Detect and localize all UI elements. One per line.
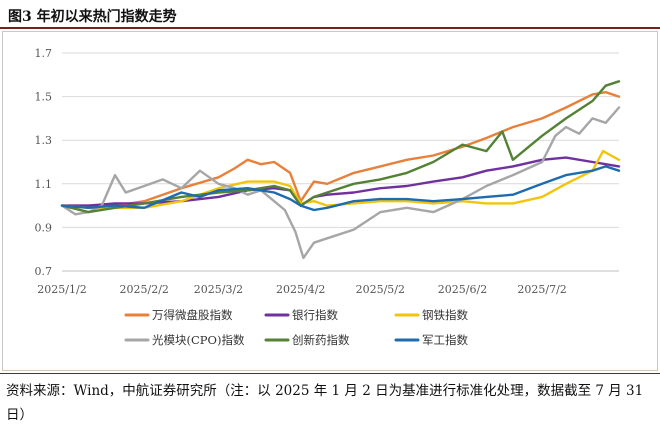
series-line <box>60 91 621 207</box>
x-tick-label: 2025/2/2 <box>120 283 169 296</box>
axes: 0.7 0.9 1.1 1.3 1.5 1.7 2025/1/2 2025/2/2 2025/3… <box>35 47 619 296</box>
series-line <box>60 106 621 260</box>
x-tick-label: 2025/5/2 <box>356 283 405 296</box>
y-tick-label: 0.9 <box>35 221 53 234</box>
series-line <box>60 165 621 212</box>
legend-label: 军工指数 <box>422 333 468 347</box>
series-lines <box>60 80 621 260</box>
source-rule <box>0 373 660 374</box>
y-tick-label: 1.7 <box>35 47 53 60</box>
x-tick-label: 2025/3/2 <box>194 283 243 296</box>
series-line <box>60 80 621 214</box>
title-rule <box>0 27 660 29</box>
chart-area: 0.7 0.9 1.1 1.3 1.5 1.7 2025/1/2 2025/2/2 2025/3… <box>2 31 658 371</box>
series-line <box>60 149 621 209</box>
legend-label: 创新药指数 <box>292 333 350 347</box>
x-tick-label: 2025/4/2 <box>276 283 325 296</box>
y-tick-label: 0.7 <box>35 265 53 278</box>
x-tick-label: 2025/6/2 <box>438 283 487 296</box>
line-chart: 0.7 0.9 1.1 1.3 1.5 1.7 2025/1/2 2025/2/2 2025/3… <box>2 31 658 371</box>
legend-label: 万得微盘股指数 <box>152 308 233 322</box>
legend-label: 钢铁指数 <box>422 308 468 322</box>
figure-title: 图3 年初以来热门指数走势 <box>8 9 177 25</box>
y-tick-label: 1.5 <box>35 91 53 104</box>
y-tick-label: 1.3 <box>35 134 53 147</box>
x-tick-label: 2025/7/2 <box>517 283 566 296</box>
legend-label: 银行指数 <box>292 308 338 322</box>
source-note: 资料来源：Wind，中航证券研究所（注：以 2025 年 1 月 2 日为基准进… <box>6 383 644 423</box>
legend-label: 光模块(CPO)指数 <box>152 333 245 347</box>
x-tick-label: 2025/1/2 <box>37 283 86 296</box>
y-tick-label: 1.1 <box>35 178 53 191</box>
chart-border <box>2 31 658 371</box>
